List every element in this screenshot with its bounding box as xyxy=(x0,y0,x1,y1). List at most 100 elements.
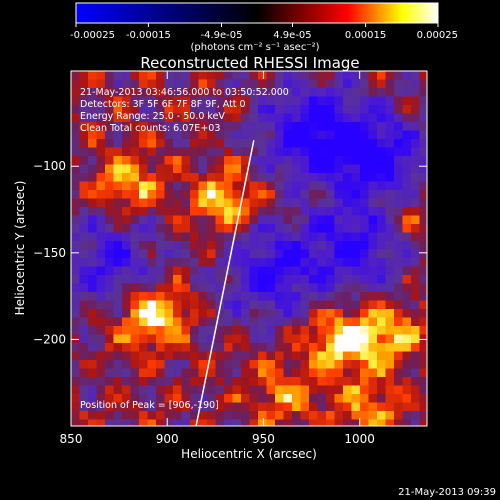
heatmap-cell xyxy=(419,411,427,420)
heatmap-cell xyxy=(224,351,233,361)
heatmap-cell xyxy=(326,105,335,114)
heatmap-cell xyxy=(283,181,293,191)
heatmap-cell xyxy=(139,79,148,89)
heatmap-cell xyxy=(164,283,174,293)
heatmap-cell xyxy=(105,164,114,174)
heatmap-cell xyxy=(113,173,123,182)
heatmap-cell xyxy=(275,156,284,165)
heatmap-cell xyxy=(71,241,80,250)
heatmap-cell xyxy=(232,343,242,352)
heatmap-cell xyxy=(292,300,301,310)
x-axis-ticks: 850 900 950 1000 xyxy=(60,71,375,446)
heatmap-cell xyxy=(317,113,327,123)
heatmap-cell xyxy=(122,402,131,412)
heatmap-cell xyxy=(360,215,369,225)
heatmap-cell xyxy=(275,190,284,199)
heatmap-cell xyxy=(71,88,80,97)
heatmap-cell xyxy=(156,343,165,352)
heatmap-cell xyxy=(181,181,191,191)
footer-timestamp: 21-May-2013 09:39 xyxy=(398,487,496,498)
heatmap-cell xyxy=(360,360,369,369)
heatmap-cell xyxy=(181,394,191,403)
heatmap-cell xyxy=(402,411,412,420)
heatmap-cell xyxy=(190,224,199,233)
heatmap-cell xyxy=(411,96,420,106)
heatmap-cell xyxy=(360,402,369,412)
heatmap-cell xyxy=(232,402,242,412)
heatmap-cell xyxy=(394,326,403,335)
heatmap-cell xyxy=(419,326,427,335)
heatmap-cell xyxy=(368,402,378,412)
heatmap-cell xyxy=(232,215,242,225)
heatmap-cell xyxy=(122,368,131,378)
heatmap-cell xyxy=(377,71,386,80)
heatmap-cell xyxy=(173,147,182,157)
heatmap-cell xyxy=(419,402,427,412)
heatmap-cell xyxy=(300,385,310,395)
heatmap-cell xyxy=(394,292,403,301)
heatmap-cell xyxy=(419,249,427,259)
heatmap-cell xyxy=(215,309,225,318)
heatmap-cell xyxy=(96,207,106,216)
heatmap-cell xyxy=(326,241,335,250)
heatmap-cell xyxy=(343,147,352,157)
heatmap-cell xyxy=(411,343,420,352)
heatmap-cell xyxy=(275,139,284,148)
heatmap-cell xyxy=(147,113,157,123)
heatmap-cell xyxy=(198,207,208,216)
heatmap-cell xyxy=(317,249,327,259)
heatmap-cell xyxy=(232,147,242,157)
x-axis-label: Heliocentric X (arcsec) xyxy=(181,447,317,461)
heatmap-cell xyxy=(275,377,284,386)
heatmap-cell xyxy=(300,258,310,267)
heatmap-cell xyxy=(249,198,259,208)
heatmap-cell xyxy=(207,317,216,327)
heatmap-cell xyxy=(156,88,165,97)
heatmap-cell xyxy=(343,249,352,259)
heatmap-cell xyxy=(164,309,174,318)
heatmap-cell xyxy=(147,232,157,242)
heatmap-cell xyxy=(105,377,114,386)
heatmap-cell xyxy=(156,266,165,276)
heatmap-cell xyxy=(130,368,140,378)
heatmap-cell xyxy=(198,402,208,412)
heatmap-cell xyxy=(79,224,89,233)
heatmap-cell xyxy=(326,79,335,89)
heatmap-cell xyxy=(377,122,386,131)
heatmap-cell xyxy=(283,300,293,310)
heatmap-cell xyxy=(377,275,386,284)
heatmap-cell xyxy=(368,156,378,165)
heatmap-cell xyxy=(368,198,378,208)
heatmap-cell xyxy=(334,419,344,426)
heatmap-cell xyxy=(249,300,259,310)
heatmap-cell xyxy=(351,402,361,412)
heatmap-cell xyxy=(105,300,114,310)
heatmap-cell xyxy=(181,377,191,386)
heatmap-cell xyxy=(300,292,310,301)
heatmap-cell xyxy=(249,283,259,293)
heatmap-cell xyxy=(300,309,310,318)
heatmap-cell xyxy=(173,224,182,233)
heatmap-cell xyxy=(249,130,259,140)
heatmap-cell xyxy=(173,283,182,293)
heatmap-cell xyxy=(130,139,140,148)
heatmap-cell xyxy=(402,402,412,412)
heatmap-cell xyxy=(113,181,123,191)
heatmap-cell xyxy=(343,181,352,191)
heatmap-cell xyxy=(207,122,216,131)
heatmap-cell xyxy=(394,275,403,284)
heatmap-cell xyxy=(275,343,284,352)
heatmap-cell xyxy=(275,96,284,106)
heatmap-cell xyxy=(215,292,225,301)
heatmap-cell xyxy=(258,79,267,89)
heatmap-cell xyxy=(96,241,106,250)
heatmap-cell xyxy=(198,181,208,191)
heatmap-cell xyxy=(241,334,250,344)
heatmap-cell xyxy=(411,241,420,250)
heatmap-cell xyxy=(173,419,182,426)
heatmap-cell xyxy=(334,343,344,352)
heatmap-cell xyxy=(232,88,242,97)
heatmap-cell xyxy=(351,351,361,361)
heatmap-cell xyxy=(139,394,148,403)
heatmap-cell xyxy=(198,122,208,131)
